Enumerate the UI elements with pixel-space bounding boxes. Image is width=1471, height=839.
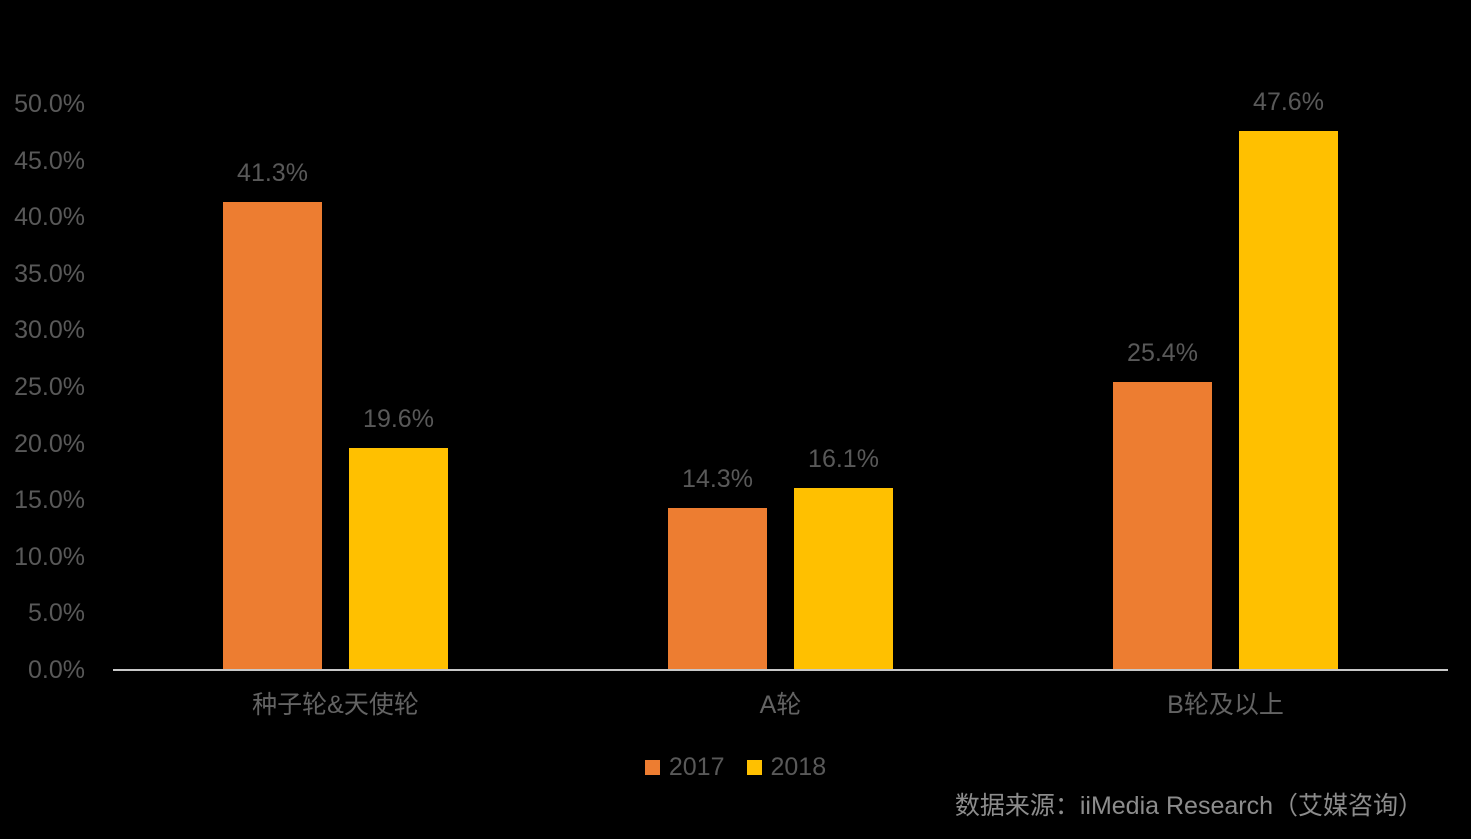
legend-item-2017: 2017: [644, 753, 725, 781]
y-axis-label: 5.0%: [28, 599, 85, 628]
legend: 2017 2018: [0, 752, 1471, 782]
y-axis-label: 10.0%: [14, 542, 85, 571]
y-axis-label: 50.0%: [14, 90, 85, 118]
bar-2017-category-3: [1113, 382, 1212, 670]
data-label-2018-category-1: 19.6%: [363, 405, 434, 434]
legend-swatch-2018-icon: [746, 759, 762, 775]
bar-2018-category-3: [1239, 131, 1338, 670]
y-axis-label: 20.0%: [14, 429, 85, 458]
legend-item-2018: 2018: [746, 753, 827, 781]
data-label-2017-category-3: 25.4%: [1127, 339, 1198, 368]
y-axis-label: 15.0%: [14, 486, 85, 515]
y-axis-label: 25.0%: [14, 373, 85, 401]
legend-swatch-2017-icon: [644, 759, 660, 775]
category-label-1: 种子轮&天使轮: [252, 691, 419, 719]
x-axis-line: [113, 669, 1448, 671]
y-axis-label: 40.0%: [14, 203, 85, 232]
category-label-3: B轮及以上: [1167, 691, 1284, 719]
y-axis: 0.0% 5.0% 10.0% 15.0% 20.0% 25.0% 30.0% 35.0% 40…: [0, 0, 85, 839]
source-note: 数据来源：iiMedia Research（艾媒咨询）: [954, 792, 1423, 820]
bar-2017-category-1: [223, 202, 322, 670]
bar-2018-category-2: [794, 487, 893, 670]
category-label-2: A轮: [759, 691, 802, 719]
bar-2018-category-1: [349, 448, 448, 670]
data-label-2018-category-2: 16.1%: [808, 444, 879, 473]
legend-label-2017: 2017: [668, 753, 725, 781]
y-axis-label: 35.0%: [14, 259, 85, 288]
legend-label-2018: 2018: [770, 753, 827, 781]
y-axis-label: 0.0%: [28, 656, 85, 684]
y-axis-label: 45.0%: [14, 146, 85, 175]
data-label-2018-category-3: 47.6%: [1253, 88, 1324, 117]
data-label-2017-category-2: 14.3%: [682, 465, 753, 494]
y-axis-label: 30.0%: [14, 316, 85, 345]
data-label-2017-category-1: 41.3%: [237, 159, 308, 188]
bar-2017-category-2: [668, 508, 767, 670]
